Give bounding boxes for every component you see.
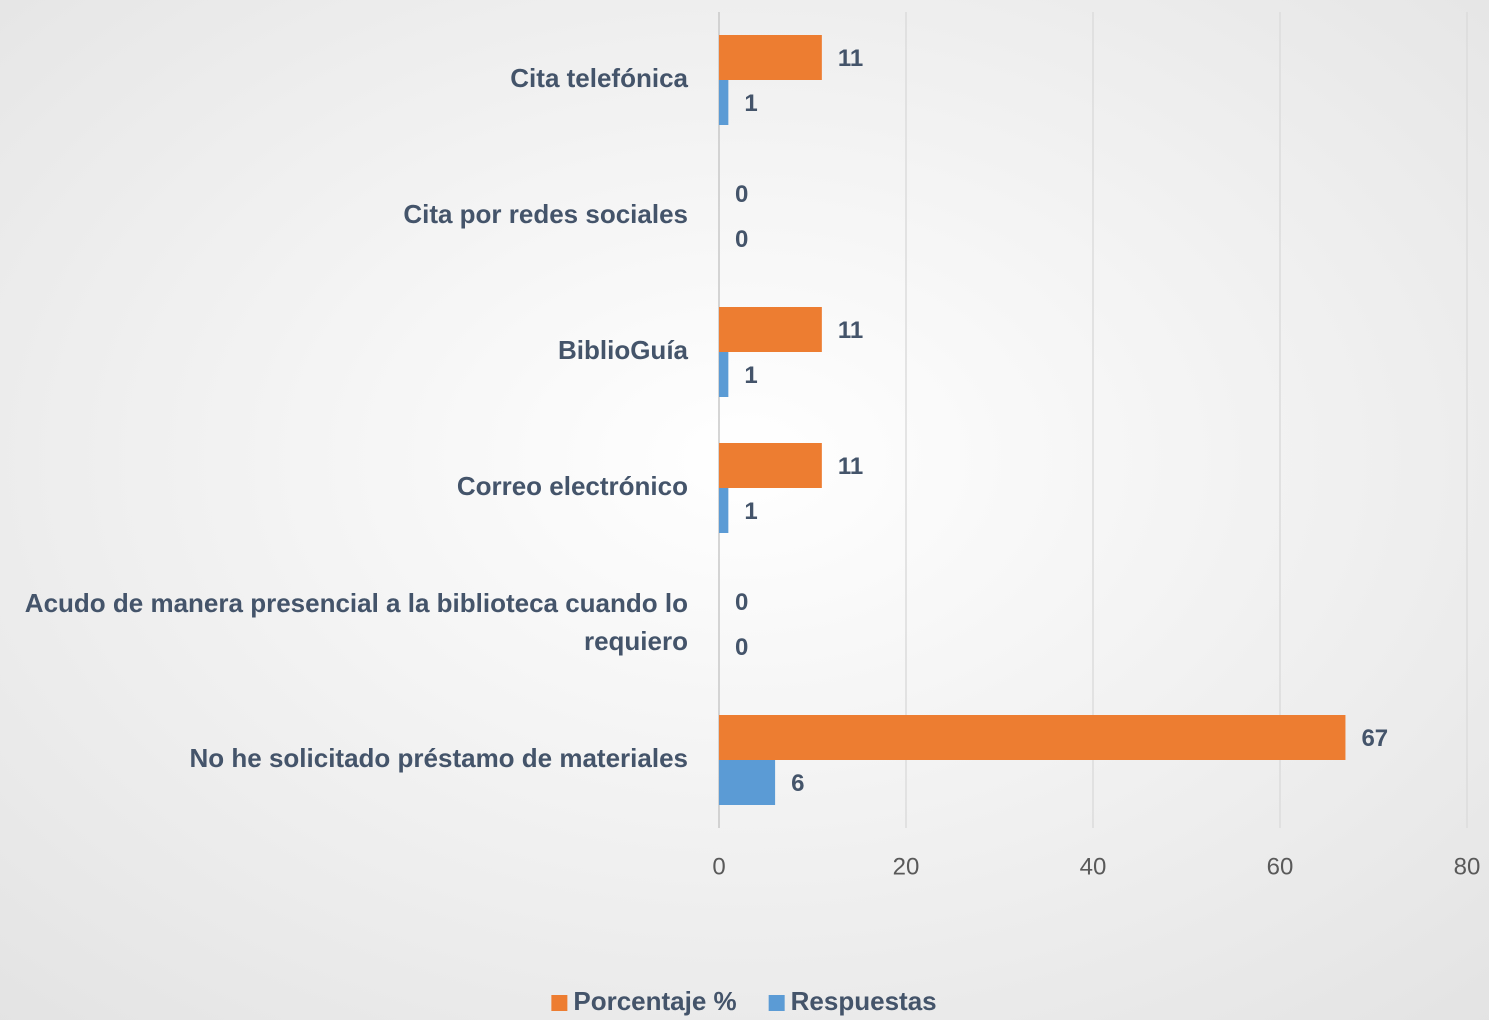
- data-label: 1: [744, 498, 757, 525]
- x-tick-label: 0: [712, 853, 725, 880]
- bar: [719, 35, 822, 80]
- y-tick-label: No he solicitado préstamo de materiales: [190, 743, 689, 773]
- data-label: 0: [735, 589, 748, 616]
- legend-label: Respuestas: [791, 986, 937, 1016]
- y-tick-label: BiblioGuía: [558, 335, 689, 365]
- bar: [719, 307, 822, 352]
- legend-swatch: [551, 995, 568, 1011]
- x-tick-label: 40: [1080, 853, 1107, 880]
- data-label: 0: [735, 634, 748, 661]
- data-label: 0: [735, 181, 748, 208]
- bar: [719, 488, 729, 533]
- y-tick-label: Cita por redes sociales: [403, 199, 688, 229]
- legend-swatch: [768, 995, 785, 1011]
- data-label: 1: [744, 90, 757, 117]
- bar: [719, 352, 729, 397]
- bar: [719, 443, 822, 488]
- data-label: 67: [1361, 725, 1388, 752]
- legend-label: Porcentaje %: [573, 986, 736, 1016]
- data-label: 1: [744, 362, 757, 389]
- x-tick-label: 20: [893, 853, 920, 880]
- data-label: 0: [735, 226, 748, 253]
- bar: [719, 80, 729, 125]
- data-label: 6: [791, 770, 804, 797]
- bar: [719, 760, 776, 805]
- x-tick-label: 60: [1267, 853, 1294, 880]
- y-tick-label: Cita telefónica: [510, 63, 688, 93]
- y-tick-label: Acudo de manera presencial a la bibliote…: [25, 588, 688, 656]
- bar: [719, 715, 1346, 760]
- data-label: 11: [838, 317, 863, 344]
- data-label: 11: [838, 453, 863, 480]
- y-tick-label: Correo electrónico: [457, 471, 688, 501]
- x-tick-label: 80: [1454, 853, 1481, 880]
- data-label: 11: [838, 45, 863, 72]
